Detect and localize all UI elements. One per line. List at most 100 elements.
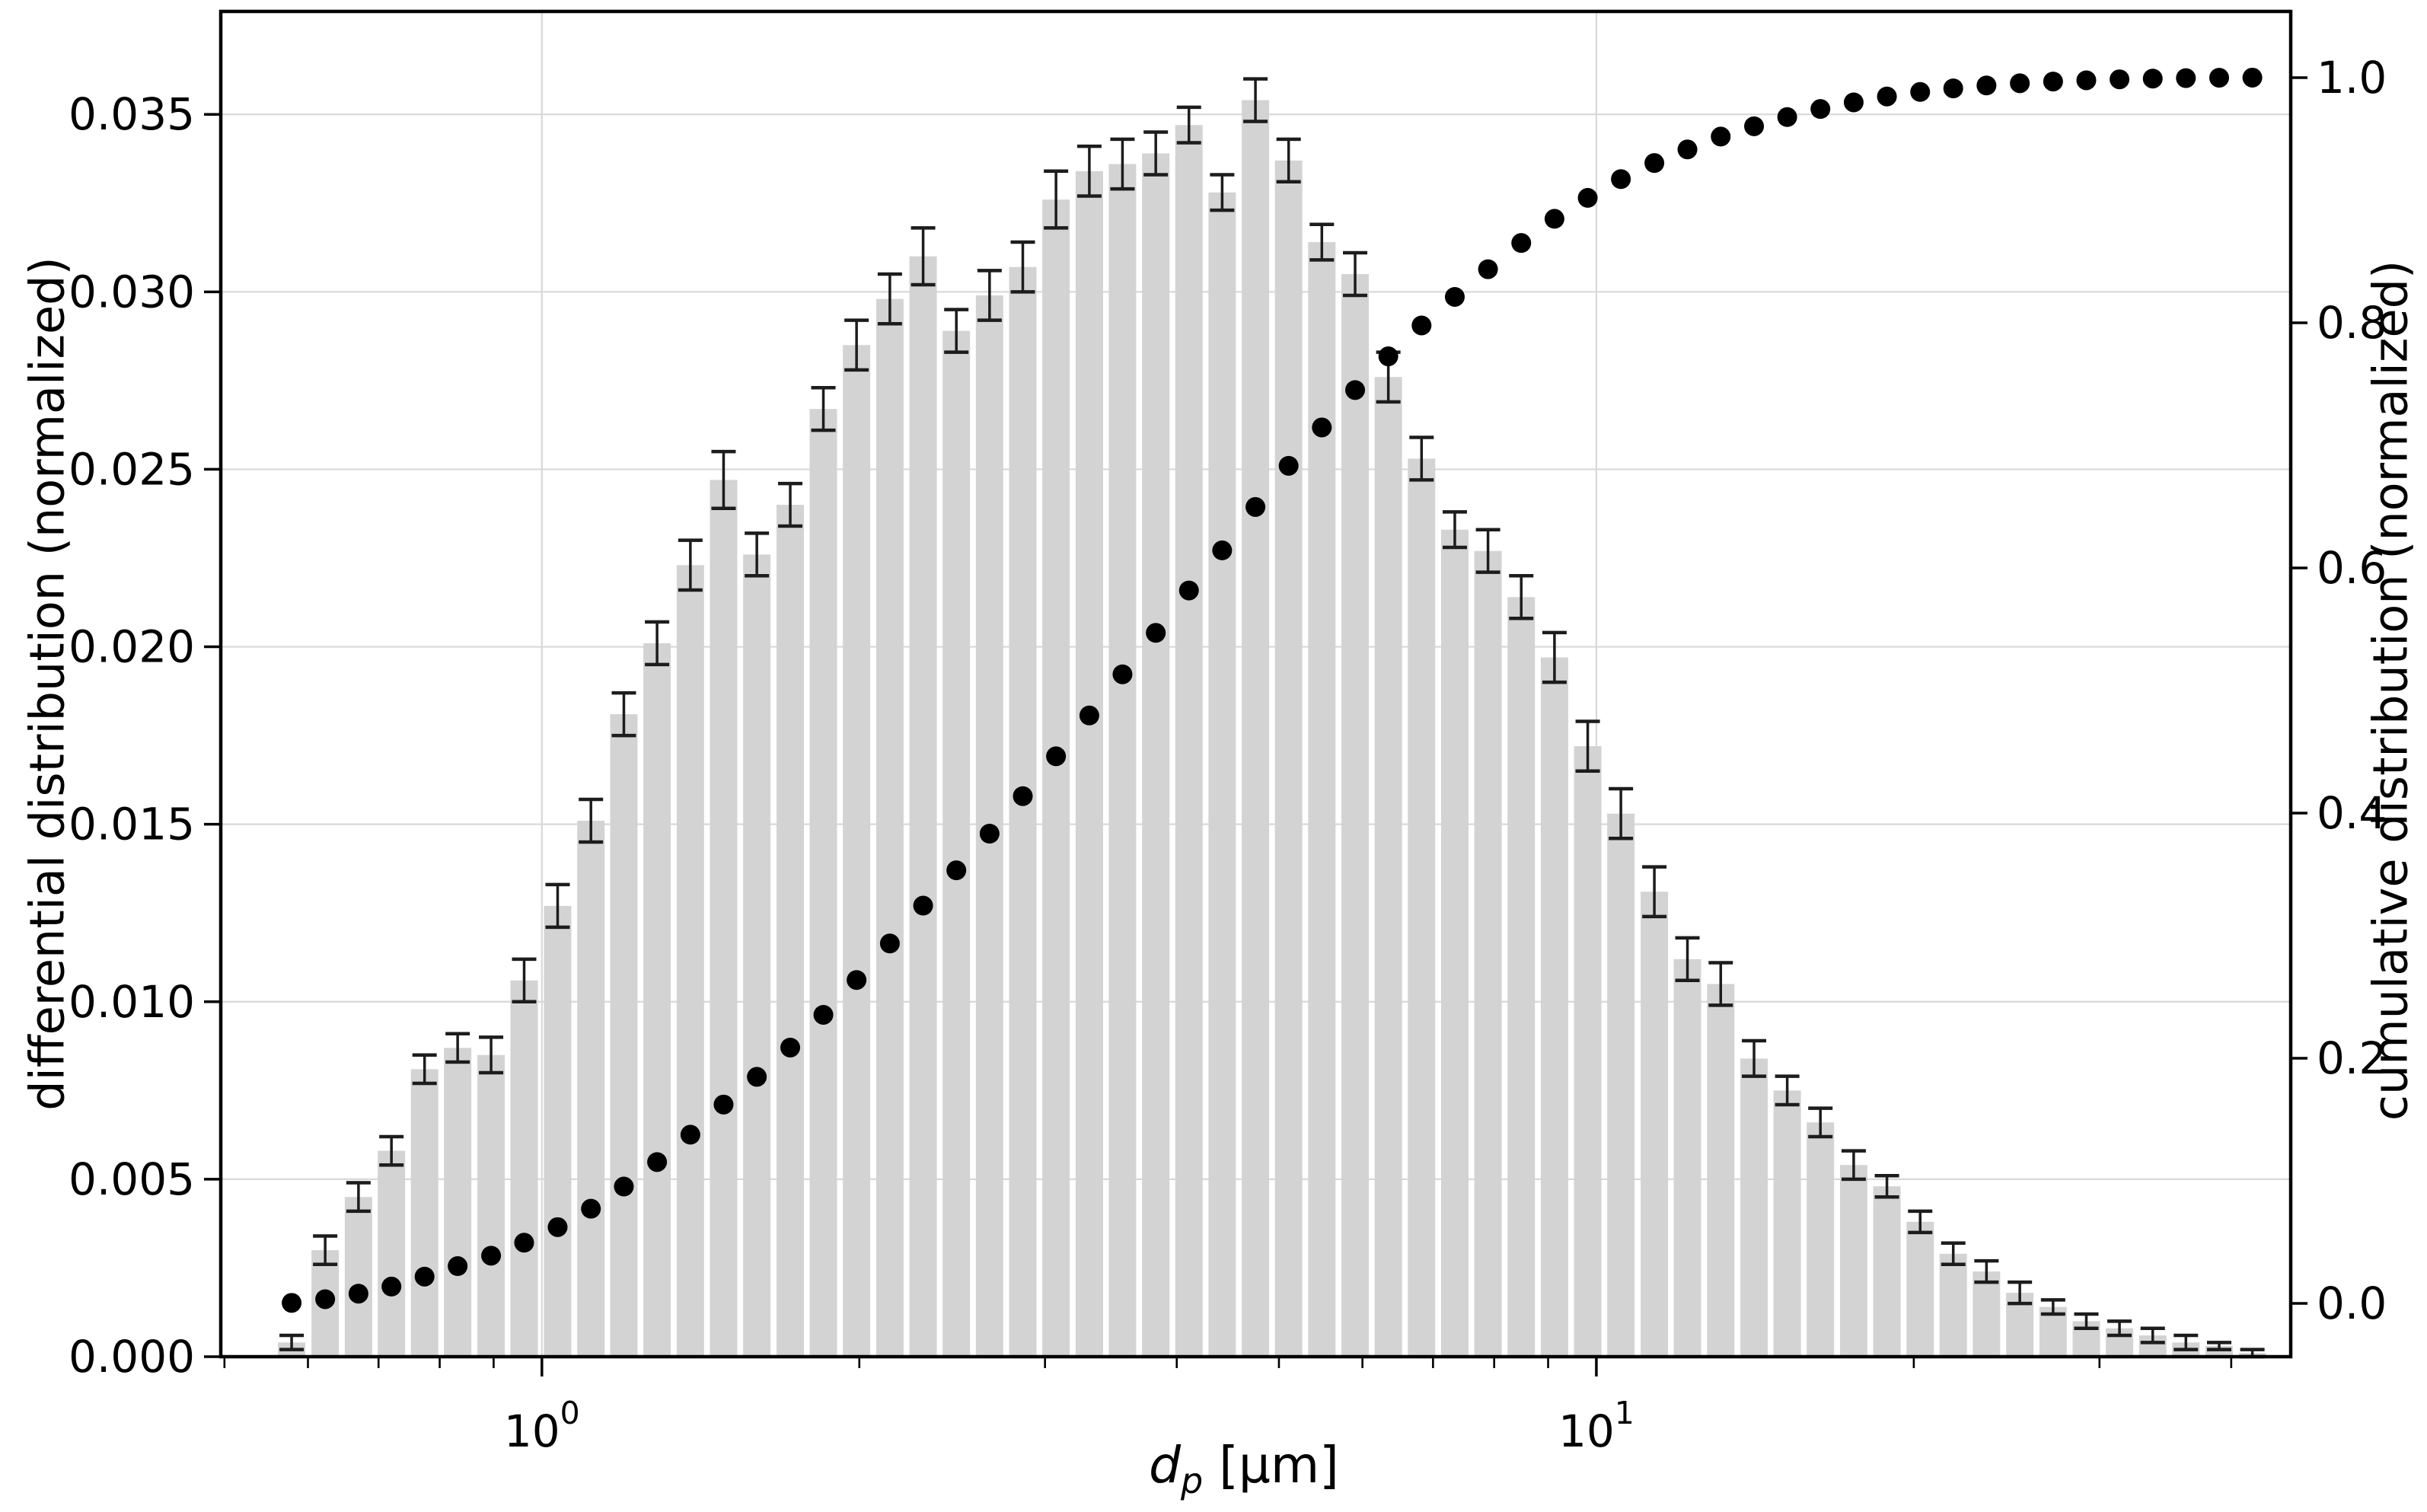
cumulative-dot	[1611, 169, 1631, 190]
y-right-tick-label: 0.8	[2317, 297, 2387, 349]
bar	[477, 1054, 505, 1357]
cumulative-dot	[1178, 580, 1199, 601]
bar	[1440, 529, 1469, 1357]
cumulative-dot	[680, 1124, 700, 1145]
bar	[410, 1069, 439, 1357]
cumulative-dot	[1312, 417, 1332, 438]
cumulative-dot	[348, 1284, 368, 1304]
cumulative-dot	[1711, 126, 1731, 147]
cumulative-dot	[1511, 233, 1532, 254]
y-axis-label-left: differential distribution (normalized)	[19, 257, 75, 1111]
bar	[1574, 746, 1602, 1357]
y-right-tick-label: 0.4	[2317, 787, 2387, 839]
bar	[843, 345, 871, 1357]
bar	[1009, 266, 1037, 1357]
cumulative-dot	[1378, 346, 1398, 367]
cumulative-dot	[1146, 623, 1166, 643]
plot-border	[218, 9, 2293, 1359]
bar	[710, 480, 738, 1357]
x-tick-label: 100	[504, 1395, 580, 1457]
bar	[643, 643, 671, 1357]
cumulative-dot	[946, 860, 967, 881]
bar	[1142, 153, 1170, 1357]
cumulative-dot	[847, 970, 867, 990]
cumulative-dot	[1112, 664, 1133, 684]
cumulative-dot	[813, 1004, 834, 1025]
bar	[1641, 892, 1669, 1357]
bar	[1042, 199, 1070, 1357]
bar	[1873, 1186, 1901, 1357]
cumulative-dot	[481, 1246, 502, 1266]
y-right-tick-label: 0.6	[2317, 542, 2387, 594]
cumulative-dot	[315, 1289, 336, 1309]
bar	[378, 1150, 406, 1357]
bar	[1075, 171, 1103, 1357]
bar	[1973, 1271, 2001, 1357]
bar	[1474, 550, 1502, 1357]
cumulative-dot	[1810, 99, 1831, 120]
y-right-tick-label: 0.2	[2317, 1032, 2387, 1084]
bar	[1540, 657, 1568, 1357]
bar	[1408, 458, 1436, 1357]
bar	[510, 980, 538, 1357]
cumulative-dot	[1013, 786, 1033, 806]
cumulative-dot	[2142, 69, 2163, 89]
y-left-tick-label: 0.020	[69, 621, 195, 673]
bar	[875, 298, 904, 1357]
bar	[1673, 959, 1701, 1357]
cumulative-dot	[1544, 209, 1564, 229]
y-left-tick-label: 0.010	[69, 976, 195, 1028]
cumulative-dot	[2209, 68, 2229, 88]
cumulative-dot	[448, 1256, 468, 1277]
cumulative-dot	[879, 933, 900, 954]
bar	[1341, 274, 1370, 1357]
cumulative-dot	[1278, 455, 1299, 476]
cumulative-dot	[581, 1198, 601, 1219]
cumulative-dot	[1478, 259, 1498, 279]
cumulative-dot	[1976, 75, 1997, 96]
cumulative-dot	[1677, 139, 1698, 160]
bar	[610, 714, 638, 1357]
y-left-tick-label: 0.035	[69, 88, 195, 140]
cumulative-dot	[1079, 705, 1099, 726]
bar	[344, 1197, 372, 1357]
bar	[1308, 242, 1336, 1357]
cumulative-dot	[2076, 70, 2097, 91]
cumulative-dot	[381, 1276, 402, 1297]
cumulative-dot	[780, 1037, 801, 1057]
cumulative-dot	[614, 1176, 634, 1197]
bar	[1242, 100, 1270, 1357]
bar	[1374, 377, 1402, 1357]
cumulative-dot	[1843, 92, 1864, 113]
cumulative-dot	[282, 1293, 302, 1313]
cumulative-dot	[1411, 315, 1432, 336]
cumulative-dot	[2010, 73, 2030, 94]
cumulative-dot	[1577, 187, 1598, 208]
bar	[1274, 160, 1303, 1357]
bar	[1773, 1090, 1801, 1357]
bar	[909, 256, 937, 1357]
cumulative-dot	[1212, 540, 1233, 560]
x-axis-label-symbol: d	[1149, 1436, 1181, 1494]
cumulative-dot	[1046, 746, 1067, 767]
cumulative-dot	[2043, 72, 2063, 92]
cumulative-dot	[547, 1217, 568, 1237]
x-axis-label-subscript: p	[1180, 1460, 1204, 1502]
x-axis-label-unit: [μm]	[1203, 1436, 1339, 1494]
cumulative-dot	[1943, 78, 1963, 99]
bar	[1175, 125, 1203, 1357]
cumulative-dot	[1345, 380, 1366, 400]
bar	[942, 330, 971, 1357]
y-left-tick-label: 0.005	[69, 1153, 195, 1205]
y-axis-label-right: cumulative distribution (normalized)	[2362, 260, 2419, 1121]
cumulative-dot	[2176, 68, 2196, 88]
bar	[544, 905, 572, 1357]
y-right-tick-label: 0.0	[2317, 1278, 2387, 1329]
bar	[1507, 597, 1536, 1357]
cumulative-dot	[2110, 69, 2130, 90]
cumulative-dot	[713, 1094, 734, 1115]
bar	[1939, 1253, 1967, 1357]
cumulative-dot	[1877, 86, 1897, 107]
